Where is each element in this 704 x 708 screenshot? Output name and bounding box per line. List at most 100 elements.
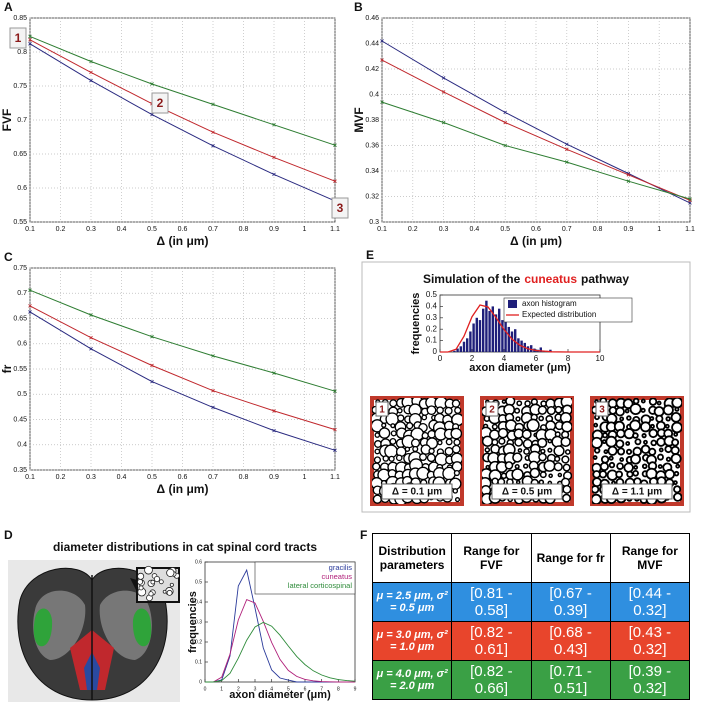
summary-table: Distribution parameters Range for FVF Rang…	[371, 533, 691, 700]
x-tick-label: 0.3	[86, 474, 96, 481]
point-marker	[28, 304, 32, 308]
legend-swatch	[508, 300, 517, 308]
point-marker	[503, 120, 507, 125]
axon	[650, 423, 655, 429]
axon	[634, 438, 642, 446]
point-marker	[28, 34, 32, 39]
axon	[600, 455, 610, 464]
axon	[514, 407, 521, 414]
axon	[561, 455, 570, 464]
axon	[657, 464, 663, 469]
x-axis-label: axon diameter (μm)	[229, 689, 331, 701]
x-tick-label: 1.1	[330, 226, 340, 233]
axon	[643, 439, 648, 445]
axon	[454, 497, 461, 503]
axon	[546, 405, 556, 416]
axon	[665, 416, 671, 422]
point-marker	[272, 371, 276, 375]
caption-box	[491, 483, 563, 500]
x-tick-label: 0.8	[239, 226, 249, 233]
chart-title: Simulation of the cuneatus pathway	[423, 272, 629, 286]
x-tick-label: 0.6	[531, 226, 541, 233]
table-cell: [0.81 - 0.58]	[451, 582, 532, 622]
axon	[561, 420, 572, 433]
sample-caption: Δ = 0.1 μm	[392, 487, 442, 498]
axon	[511, 468, 524, 481]
caption-box	[601, 483, 673, 500]
point-marker	[333, 143, 337, 147]
point-marker	[333, 427, 337, 432]
y-tick-label: 0.6	[17, 341, 27, 348]
axon	[650, 439, 658, 447]
y-tick-label: 0.1	[195, 659, 202, 665]
axon	[442, 466, 456, 481]
point-marker	[688, 197, 692, 201]
point-marker	[28, 37, 32, 42]
x-tick-label: 1	[303, 474, 307, 481]
y-tick-label: 0	[433, 347, 438, 356]
x-tick-label: 0.1	[25, 226, 35, 233]
x-tick-label: 1.1	[685, 226, 695, 233]
x-tick-label: 5	[287, 686, 290, 692]
axon	[615, 470, 623, 479]
axon	[592, 455, 598, 460]
axon	[378, 427, 391, 439]
axon	[670, 453, 682, 465]
axon	[640, 398, 646, 404]
series-line	[29, 43, 336, 202]
axon	[632, 469, 639, 477]
point-marker	[211, 405, 215, 410]
axon	[547, 438, 553, 444]
point-marker	[28, 42, 32, 46]
y-tick-label: 0.38	[365, 117, 379, 124]
axon	[633, 464, 639, 470]
point-marker	[441, 76, 446, 80]
axon	[453, 469, 460, 477]
series-line	[29, 289, 336, 392]
x-tick-label: 0.1	[25, 474, 35, 481]
axon	[373, 456, 382, 464]
x-tick-label: 1	[657, 226, 661, 233]
axon	[629, 403, 642, 416]
axon	[592, 493, 602, 504]
axon	[671, 438, 680, 447]
table-body: μ = 2.5 μm, σ² = 0.5 μm [0.81 - 0.58] [0.6…	[371, 582, 691, 700]
x-tick-label: 10	[596, 354, 605, 363]
axon	[615, 439, 625, 449]
axon	[626, 470, 634, 478]
axon	[607, 445, 618, 456]
point-marker	[441, 90, 446, 94]
axon	[619, 416, 625, 422]
x-axis-label: Δ (in μm)	[157, 482, 209, 496]
histogram-bar	[466, 338, 469, 352]
y-tick-label: 0.35	[13, 467, 27, 474]
axon	[539, 471, 547, 479]
table-row: μ = 4.0 μm, σ² = 2.0 μm [0.82 - 0.66] [0.7…	[371, 660, 691, 700]
axon	[616, 462, 624, 470]
y-axis-label: frequencies	[187, 591, 199, 653]
point-marker	[211, 388, 215, 393]
axon	[658, 447, 664, 453]
axon	[664, 423, 670, 429]
y-tick-label: 0	[199, 679, 202, 685]
point-marker	[565, 147, 569, 152]
axon	[625, 448, 633, 455]
axon	[412, 445, 419, 453]
histogram-bar	[485, 300, 488, 352]
axon	[397, 414, 405, 422]
annotation: 2	[157, 96, 164, 110]
axon	[390, 430, 397, 437]
point-marker	[626, 179, 631, 183]
point-marker	[211, 354, 215, 358]
panel-label: F	[360, 528, 367, 542]
table-cell: μ = 3.0 μm, σ² = 1.0 μm	[371, 621, 453, 661]
axon	[649, 416, 655, 421]
point-marker	[333, 179, 337, 183]
y-tick-label: 0.75	[13, 265, 27, 272]
point-marker	[626, 173, 631, 177]
panel-label: E	[366, 248, 374, 262]
point-marker	[380, 39, 384, 43]
axon	[426, 405, 437, 416]
annotation-box	[9, 27, 27, 49]
axon	[615, 428, 626, 439]
